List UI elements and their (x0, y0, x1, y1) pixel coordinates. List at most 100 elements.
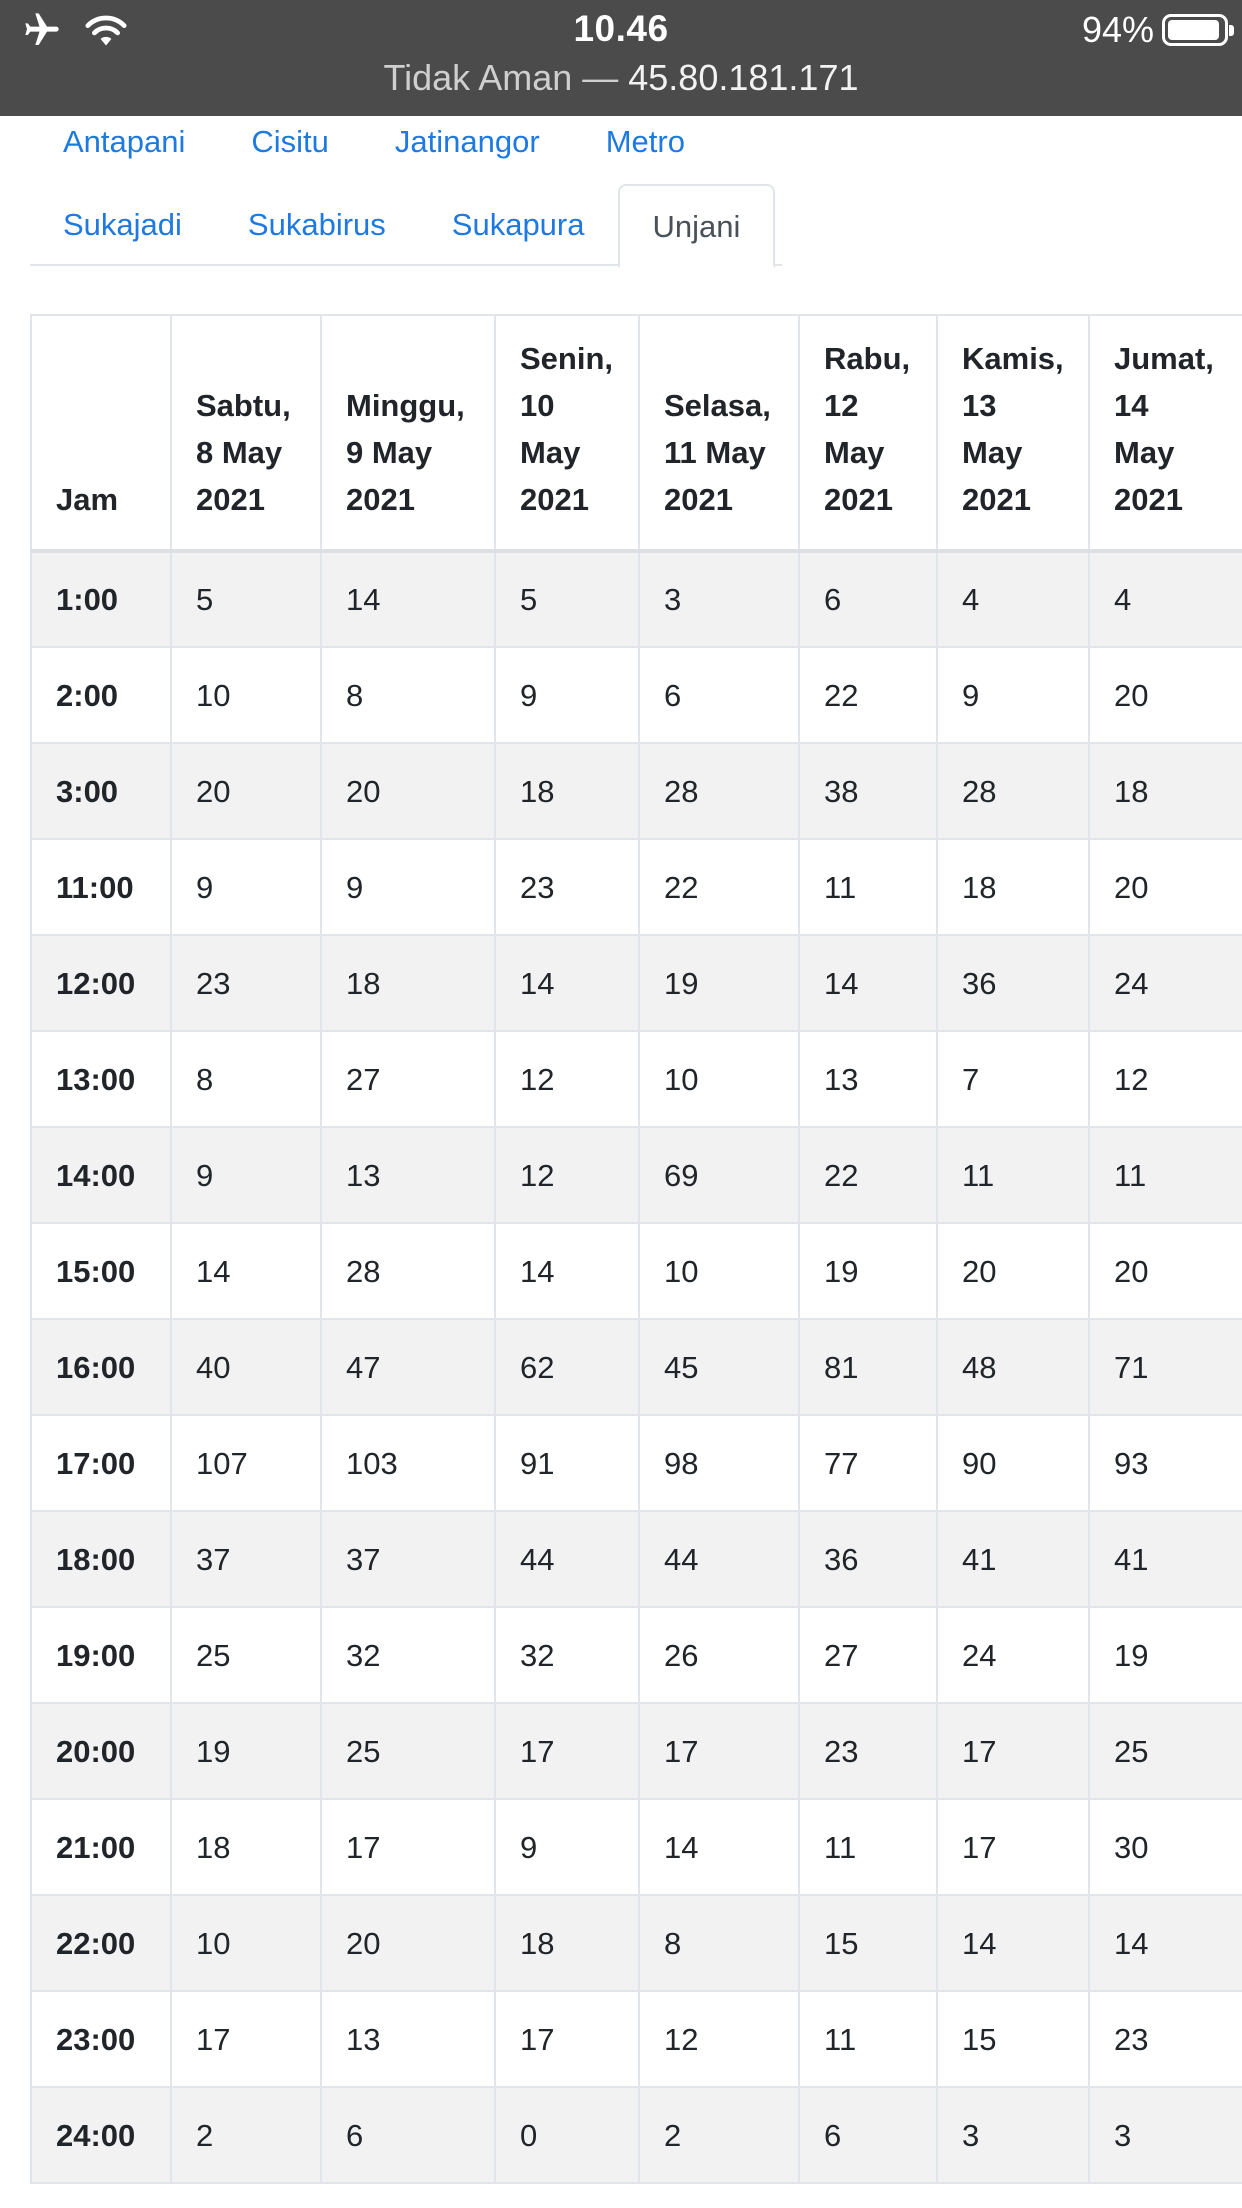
count-cell: 90 (936, 1414, 1090, 1512)
hour-cell: 21:00 (30, 1798, 172, 1896)
column-header-line: 2021 (196, 482, 265, 517)
count-cell: 2 (638, 2086, 800, 2184)
count-cell: 5 (494, 550, 640, 648)
count-cell: 71 (1088, 1318, 1242, 1416)
column-header-line: 14 (1114, 388, 1149, 423)
table-row: 1:00 5 14 5 3 6 4 4 (30, 550, 1242, 648)
count-cell: 9 (936, 646, 1090, 744)
table-row: 14:00 9 13 12 69 22 11 11 (30, 1126, 1242, 1224)
count-cell: 98 (638, 1414, 800, 1512)
count-cell: 4 (936, 550, 1090, 648)
column-header-line: Kamis, (962, 341, 1064, 376)
count-cell: 4 (1088, 550, 1242, 648)
count-cell: 28 (320, 1222, 496, 1320)
count-cell: 9 (494, 646, 640, 744)
count-cell: 3 (1088, 2086, 1242, 2184)
count-cell: 25 (170, 1606, 322, 1704)
count-cell: 10 (638, 1030, 800, 1128)
count-cell: 3 (936, 2086, 1090, 2184)
header-row: Jam Sabtu, 8 May 2021 Minggu, 9 May 2021 Senin,… (30, 314, 1242, 553)
location-tabs: Antapani Cisitu Jatinangor Metro Sukajad… (30, 116, 782, 268)
count-cell: 18 (494, 742, 640, 840)
count-cell: 28 (936, 742, 1090, 840)
status-bar: 10.46 Tidak Aman — 45.80.181.171 94% (0, 0, 1242, 116)
count-cell: 25 (320, 1702, 496, 1800)
column-header-line: 2021 (520, 482, 589, 517)
battery-percent: 94% (1081, 9, 1154, 50)
count-cell: 14 (638, 1798, 800, 1896)
hour-cell: 23:00 (30, 1990, 172, 2088)
count-cell: 23 (170, 934, 322, 1032)
count-cell: 20 (1088, 646, 1242, 744)
count-cell: 15 (936, 1990, 1090, 2088)
column-header-line: May (1114, 435, 1175, 470)
table-row: 22:00 10 20 18 8 15 14 14 (30, 1894, 1242, 1992)
count-cell: 5 (170, 550, 322, 648)
column-header-line: Senin, (520, 341, 614, 376)
column-header-day: Jumat, 14 May 2021 (1088, 314, 1242, 553)
tab-sukajadi[interactable]: Sukajadi (63, 207, 182, 242)
count-cell: 6 (320, 2086, 496, 2184)
count-cell: 19 (638, 934, 800, 1032)
count-cell: 15 (798, 1894, 938, 1992)
table-row: 24:00 2 6 0 2 6 3 3 (30, 2086, 1242, 2184)
hour-cell: 16:00 (30, 1318, 172, 1416)
count-cell: 32 (320, 1606, 496, 1704)
column-header-hour: Jam (30, 314, 172, 553)
count-cell: 20 (1088, 838, 1242, 936)
count-cell: 20 (320, 742, 496, 840)
count-cell: 20 (320, 1894, 496, 1992)
table-row: 20:00 19 25 17 17 23 17 25 (30, 1702, 1242, 1800)
tab-row-2: Sukajadi Sukabirus Sukapura Unjani (30, 184, 776, 268)
table-row: 23:00 17 13 17 12 11 15 23 (30, 1990, 1242, 2088)
count-cell: 3 (638, 550, 800, 648)
table-row: 16:00 40 47 62 45 81 48 71 (30, 1318, 1242, 1416)
count-cell: 25 (1088, 1702, 1242, 1800)
count-cell: 7 (936, 1030, 1090, 1128)
count-cell: 27 (798, 1606, 938, 1704)
count-cell: 14 (320, 550, 496, 648)
airplane-mode-icon (22, 10, 62, 50)
count-cell: 37 (170, 1510, 322, 1608)
tab-cisitu[interactable]: Cisitu (251, 124, 329, 159)
column-header-line: 9 May (346, 435, 433, 470)
count-cell: 18 (1088, 742, 1242, 840)
count-cell: 27 (320, 1030, 496, 1128)
tab-sukapura[interactable]: Sukapura (451, 207, 585, 242)
table-row: 18:00 37 37 44 44 36 41 41 (30, 1510, 1242, 1608)
tab-jatinangor[interactable]: Jatinangor (394, 124, 540, 159)
count-cell: 40 (170, 1318, 322, 1416)
wifi-icon (84, 10, 127, 50)
hour-cell: 14:00 (30, 1126, 172, 1224)
hour-cell: 15:00 (30, 1222, 172, 1320)
hour-cell: 13:00 (30, 1030, 172, 1128)
hour-cell: 3:00 (30, 742, 172, 840)
column-header-line: 2021 (962, 482, 1031, 517)
table-header: Jam Sabtu, 8 May 2021 Minggu, 9 May 2021 Senin,… (30, 314, 1242, 553)
count-cell: 22 (638, 838, 800, 936)
count-cell: 47 (320, 1318, 496, 1416)
column-header-line: Minggu, (346, 388, 465, 423)
tab-antapani[interactable]: Antapani (63, 124, 186, 159)
column-header-line: 2021 (1114, 482, 1183, 517)
count-cell: 17 (320, 1798, 496, 1896)
tab-unjani[interactable]: Unjani (617, 184, 776, 268)
column-header-day: Senin, 10 May 2021 (494, 314, 640, 553)
url-bar[interactable]: Tidak Aman — 45.80.181.171 (0, 57, 1242, 99)
count-cell: 20 (170, 742, 322, 840)
count-cell: 14 (170, 1222, 322, 1320)
url-host: 45.80.181.171 (628, 57, 859, 98)
count-cell: 9 (170, 1126, 322, 1224)
tab-metro[interactable]: Metro (605, 124, 685, 159)
count-cell: 19 (170, 1702, 322, 1800)
count-cell: 10 (170, 646, 322, 744)
table-row: 21:00 18 17 9 14 11 17 30 (30, 1798, 1242, 1896)
hour-cell: 12:00 (30, 934, 172, 1032)
hour-cell: 19:00 (30, 1606, 172, 1704)
status-bar-left (22, 10, 127, 50)
column-header-day: Minggu, 9 May 2021 (320, 314, 496, 553)
table-row: 3:00 20 20 18 28 38 28 18 (30, 742, 1242, 840)
count-cell: 24 (1088, 934, 1242, 1032)
count-cell: 9 (320, 838, 496, 936)
tab-sukabirus[interactable]: Sukabirus (247, 207, 386, 242)
